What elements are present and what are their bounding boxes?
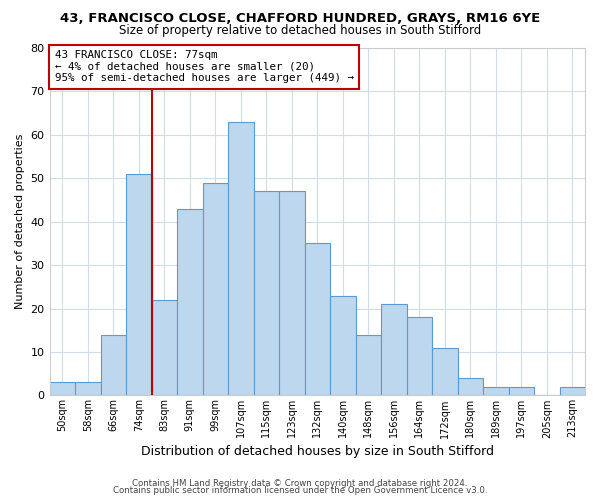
Bar — [560, 386, 585, 396]
Bar — [152, 300, 177, 396]
Bar — [203, 182, 228, 396]
Bar — [356, 334, 381, 396]
Bar — [177, 208, 203, 396]
Text: 43, FRANCISCO CLOSE, CHAFFORD HUNDRED, GRAYS, RM16 6YE: 43, FRANCISCO CLOSE, CHAFFORD HUNDRED, G… — [60, 12, 540, 26]
Text: Size of property relative to detached houses in South Stifford: Size of property relative to detached ho… — [119, 24, 481, 37]
Bar — [75, 382, 101, 396]
Bar — [254, 192, 279, 396]
Text: 43 FRANCISCO CLOSE: 77sqm
← 4% of detached houses are smaller (20)
95% of semi-d: 43 FRANCISCO CLOSE: 77sqm ← 4% of detach… — [55, 50, 353, 84]
Bar — [126, 174, 152, 396]
X-axis label: Distribution of detached houses by size in South Stifford: Distribution of detached houses by size … — [141, 444, 494, 458]
Bar — [381, 304, 407, 396]
Y-axis label: Number of detached properties: Number of detached properties — [15, 134, 25, 310]
Text: Contains HM Land Registry data © Crown copyright and database right 2024.: Contains HM Land Registry data © Crown c… — [132, 478, 468, 488]
Bar — [279, 192, 305, 396]
Bar — [50, 382, 75, 396]
Bar — [330, 296, 356, 396]
Bar — [407, 317, 432, 396]
Bar — [228, 122, 254, 396]
Bar — [458, 378, 483, 396]
Bar — [483, 386, 509, 396]
Bar — [305, 244, 330, 396]
Bar — [432, 348, 458, 396]
Bar — [509, 386, 534, 396]
Text: Contains public sector information licensed under the Open Government Licence v3: Contains public sector information licen… — [113, 486, 487, 495]
Bar — [101, 334, 126, 396]
